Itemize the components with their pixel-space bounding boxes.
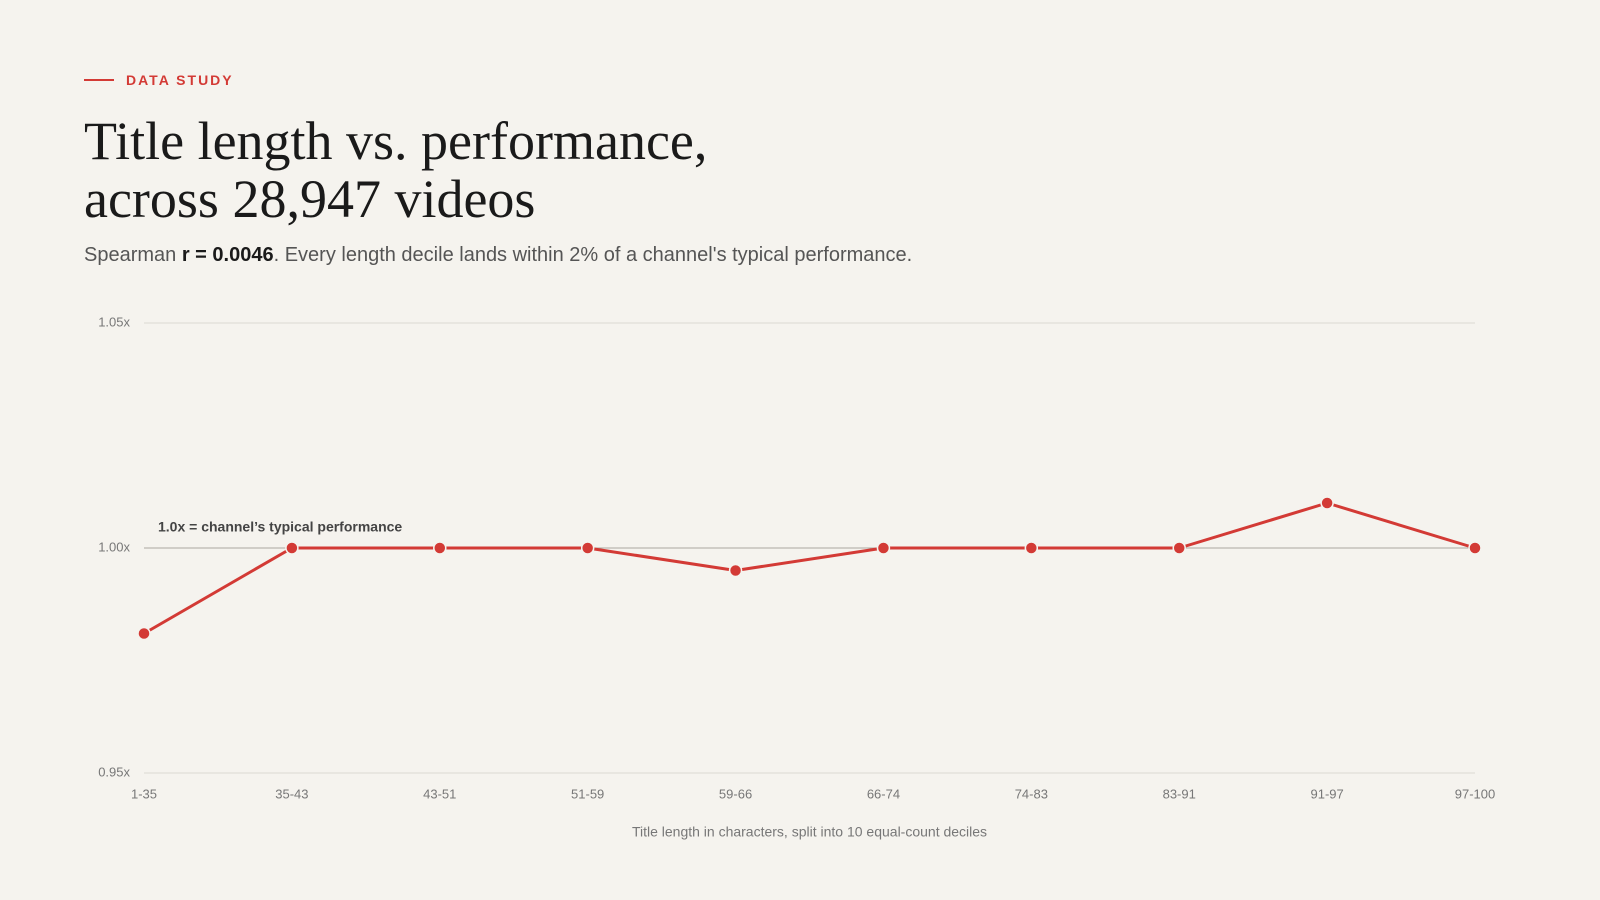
point bbox=[433, 541, 447, 555]
x-tick-label: 74-83 bbox=[1015, 786, 1048, 801]
point bbox=[1468, 541, 1482, 555]
x-tick-label: 51-59 bbox=[571, 786, 604, 801]
x-tick-label: 43-51 bbox=[423, 786, 456, 801]
point bbox=[1320, 496, 1334, 510]
x-tick-label: 83-91 bbox=[1163, 786, 1196, 801]
y-tick-label: 0.95x bbox=[98, 764, 130, 779]
eyebrow-text: DATA STUDY bbox=[126, 72, 234, 88]
line bbox=[143, 501, 1476, 635]
x-tick-label: 97-100 bbox=[1455, 786, 1495, 801]
eyebrow: DATA STUDY bbox=[84, 72, 234, 88]
point bbox=[1172, 541, 1186, 555]
subtitle: Spearman r = 0.0046. Every length decile… bbox=[84, 244, 912, 267]
y-tick-label: 1.05x bbox=[98, 314, 130, 329]
subtitle-text: . Every length decile lands within 2% of… bbox=[273, 244, 913, 266]
x-tick-label: 66-74 bbox=[867, 786, 900, 801]
x-tick-label: 1-35 bbox=[131, 786, 157, 801]
x-tick-label: 59-66 bbox=[719, 786, 752, 801]
y-tick-label: 1.00x bbox=[98, 539, 130, 554]
eyebrow-rule bbox=[84, 79, 114, 81]
x-tick-label: 91-97 bbox=[1310, 786, 1343, 801]
x-tick-label: 35-43 bbox=[275, 786, 308, 801]
title: Title length vs. performance, across 28,9… bbox=[84, 112, 707, 228]
subtitle-bold: r = 0.0046 bbox=[181, 244, 274, 266]
point bbox=[728, 563, 743, 578]
point bbox=[876, 541, 891, 555]
point bbox=[285, 541, 299, 555]
title-line: Title length vs. performance, bbox=[84, 111, 708, 171]
point bbox=[580, 541, 595, 555]
point bbox=[1024, 541, 1039, 555]
subtitle-text: Spearman bbox=[84, 244, 182, 266]
annotation: 1.0x = channel’s typical performance bbox=[158, 519, 402, 535]
title-line: across 28,947 videos bbox=[84, 169, 536, 229]
point bbox=[137, 626, 151, 641]
x-axis-title: Title length in characters, split into 1… bbox=[632, 824, 987, 840]
